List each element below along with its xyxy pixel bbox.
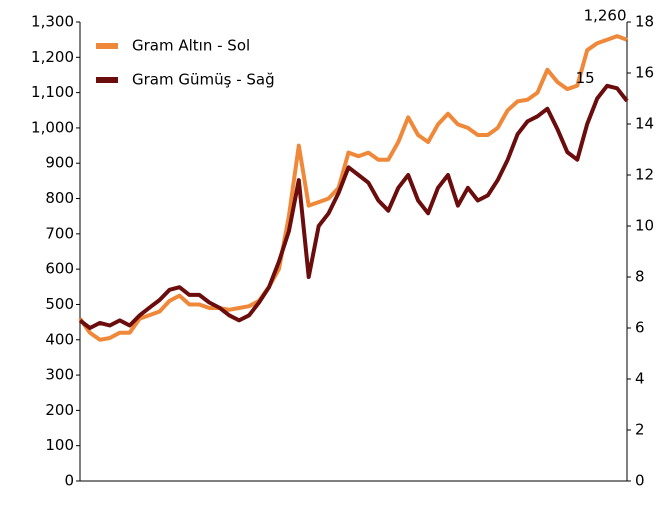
y-tick-label: 1,000	[31, 118, 74, 136]
y-tick-label: 400	[45, 330, 74, 348]
legend-label: Gram Altın - Sol	[132, 37, 250, 55]
y-tick-label: 900	[45, 154, 74, 172]
y2-tick-label: 6	[635, 319, 645, 337]
y2-tick-label: 8	[635, 268, 645, 286]
y-tick-label: 1,300	[31, 13, 74, 31]
series-line	[78, 83, 629, 330]
y2-tick-label: 10	[635, 217, 654, 235]
y2-tick-label: 16	[635, 64, 654, 82]
y-tick-label: 500	[45, 295, 74, 313]
y-tick-label: 800	[45, 189, 74, 207]
y2-tick-label: 12	[635, 166, 654, 184]
series-line	[78, 34, 628, 342]
y-tick-label: 300	[45, 366, 74, 384]
y2-tick-label: 18	[635, 13, 654, 31]
y-tick-label: 700	[45, 224, 74, 242]
y-tick-label: 600	[45, 260, 74, 278]
data-label: 1,260	[584, 7, 627, 25]
y2-tick-label: 0	[635, 472, 645, 490]
y2-tick-label: 14	[635, 115, 654, 133]
data-label: 15	[576, 69, 595, 87]
y-tick-label: 100	[45, 436, 74, 454]
y2-tick-label: 2	[635, 421, 645, 439]
y2-tick-label: 4	[635, 370, 645, 388]
legend-label: Gram Gümüş - Sağ	[132, 71, 275, 89]
y-tick-label: 0	[64, 472, 74, 490]
y-tick-label: 200	[45, 401, 74, 419]
y-tick-label: 1,100	[31, 83, 74, 101]
y-tick-label: 1,200	[31, 48, 74, 66]
